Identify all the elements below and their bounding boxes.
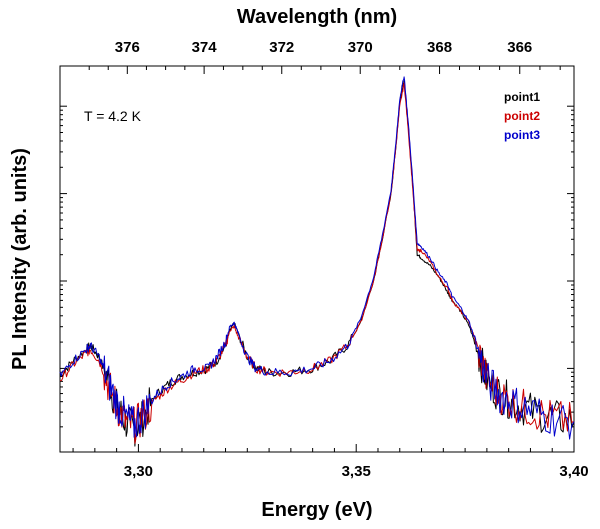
x-tick-label: 3,40 bbox=[559, 463, 588, 480]
legend-entry-point3: point3 bbox=[504, 128, 540, 142]
legend-entry-point1: point1 bbox=[504, 90, 540, 104]
x-tick-label: 3,35 bbox=[342, 463, 371, 480]
top-tick-label: 374 bbox=[192, 39, 218, 56]
top-tick-label: 370 bbox=[348, 39, 373, 56]
top-tick-label: 368 bbox=[427, 39, 452, 56]
series-lines bbox=[59, 76, 575, 447]
x-tick-label: 3,30 bbox=[124, 463, 153, 480]
series-line-point3 bbox=[59, 76, 575, 440]
top-tick-label: 366 bbox=[507, 39, 532, 56]
top-tick-label: 376 bbox=[115, 39, 140, 56]
temperature-annotation: T = 4.2 K bbox=[84, 108, 142, 124]
top-axis-title: Wavelength (nm) bbox=[237, 6, 397, 28]
x-axis-title: Energy (eV) bbox=[261, 499, 372, 521]
legend-entry-point2: point2 bbox=[504, 109, 540, 123]
top-tick-label: 372 bbox=[269, 39, 294, 56]
axis-ticks: 3,30 3,35 3,40 376 374 372 370 368 366 bbox=[60, 39, 589, 480]
plot-area bbox=[59, 65, 575, 453]
y-axis-title: PL Intensity (arb. units) bbox=[9, 148, 31, 370]
series-line-point2 bbox=[59, 82, 575, 444]
legend: point1 point2 point3 bbox=[504, 90, 540, 142]
